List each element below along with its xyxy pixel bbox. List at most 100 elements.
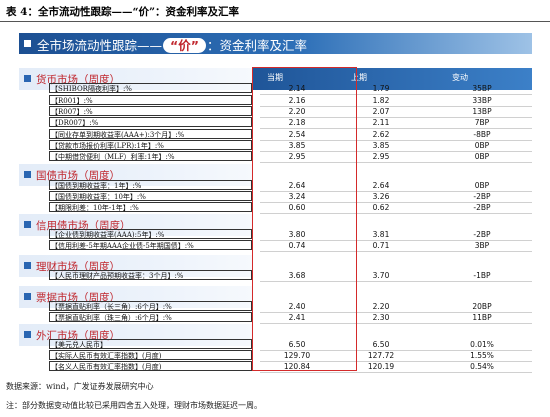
value-previous: 2.20: [372, 302, 390, 311]
value-current: 3.80: [288, 230, 306, 239]
row-divider: [260, 251, 532, 252]
value-previous: 3.70: [372, 271, 390, 280]
value-change: 20BP: [472, 302, 492, 311]
row-label-box: [49, 83, 252, 93]
row-label-box: [49, 270, 252, 280]
row-divider: [260, 162, 532, 163]
row-divider: [260, 94, 532, 95]
row-label: 【信用利差-5年期AAA企业债-5年期国债】:%: [51, 242, 194, 250]
row-label-box: [49, 140, 252, 150]
title-bubble: “价”: [163, 38, 206, 53]
row-divider: [260, 117, 532, 118]
value-change: 7BP: [474, 118, 490, 127]
row-label: 【名义人民币有效汇率指数】(月度): [51, 363, 162, 371]
section-header: [19, 68, 253, 90]
value-current: 120.84: [283, 362, 311, 371]
value-current: 3.68: [288, 271, 306, 280]
value-change: 0BP: [474, 141, 490, 150]
row-label: 【国债到期收益率：1年】:%: [51, 182, 142, 190]
value-previous: 3.26: [372, 192, 390, 201]
row-label-box: [49, 180, 252, 190]
value-change: -8BP: [473, 130, 491, 139]
value-change: 0.01%: [470, 340, 494, 349]
value-current: 0.74: [288, 241, 306, 250]
value-change: 35BP: [472, 84, 492, 93]
section-square-icon: [24, 262, 31, 269]
value-current: 2.95: [288, 152, 306, 161]
section-square-icon: [24, 293, 31, 300]
row-divider: [260, 281, 532, 282]
value-previous: 0.62: [372, 203, 390, 212]
value-change: 0.54%: [470, 362, 494, 371]
row-label-box: [49, 301, 252, 311]
title-square-icon: [24, 40, 31, 47]
row-label-box: [49, 129, 252, 139]
value-current: 3.85: [288, 141, 306, 150]
value-current: 6.50: [288, 340, 306, 349]
value-previous: 2.30: [372, 313, 390, 322]
row-divider: [260, 323, 532, 324]
value-previous: 1.82: [372, 96, 390, 105]
row-label: 【国债到期收益率：10年】:%: [51, 193, 146, 201]
row-divider: [260, 350, 532, 351]
value-previous: 2.64: [372, 181, 390, 190]
row-label: 【企业债到期收益率(AAA):5年】:%: [51, 231, 165, 239]
section-header: [19, 286, 253, 308]
value-current: 129.70: [283, 351, 311, 360]
value-change: 3BP: [474, 241, 490, 250]
value-previous: 127.72: [367, 351, 395, 360]
column-header-change: 变动: [452, 73, 468, 82]
value-change: 13BP: [472, 107, 492, 116]
value-current: 2.18: [288, 118, 306, 127]
column-header-bar: [253, 68, 532, 90]
value-current: 2.64: [288, 181, 306, 190]
row-label: 【票据直贴利率（珠三角）:6个月】:%: [51, 314, 172, 322]
section-header: [19, 214, 253, 236]
row-label: 【DR007】:%: [51, 119, 99, 127]
value-current: 2.41: [288, 313, 306, 322]
row-label: 【中期借贷便利（MLF）利率:1年】:%: [51, 153, 175, 161]
row-label-box: [49, 117, 252, 127]
value-change: 11BP: [472, 313, 492, 322]
row-divider: [260, 372, 532, 373]
row-label: 【期限利差：10年-1年】:%: [51, 204, 139, 212]
value-current: 2.14: [288, 84, 306, 93]
value-previous: 1.79: [372, 84, 390, 93]
footnote: 注：部分数据变动值比较已采用四舍五入处理，理财市场数据延迟一周。: [6, 401, 262, 410]
row-label: 【美元兑人民币】: [51, 341, 107, 349]
row-label-box: [49, 95, 252, 105]
row-label-box: [49, 106, 252, 116]
value-previous: 120.19: [367, 362, 395, 371]
row-label: 【R001】:%: [51, 97, 93, 105]
section-square-icon: [24, 75, 31, 82]
value-current: 2.20: [288, 107, 306, 116]
value-change: 0BP: [474, 152, 490, 161]
value-current: 0.60: [288, 203, 306, 212]
value-previous: 0.71: [372, 241, 390, 250]
title-bar: [19, 33, 532, 54]
row-divider: [260, 361, 532, 362]
caption-divider: [0, 21, 550, 22]
row-label: 【同业存单到期收益率(AAA+):3个月】:%: [51, 131, 185, 139]
row-label: 【实际人民币有效汇率指数】(月度): [51, 352, 162, 360]
value-change: -2BP: [473, 203, 491, 212]
current-period-highlight: [252, 67, 357, 371]
section-square-icon: [24, 171, 31, 178]
row-divider: [260, 213, 532, 214]
section-square-icon: [24, 221, 31, 228]
table-caption: 表 4：全市流动性跟踪——“价”：资金利率及汇率: [6, 6, 240, 18]
row-divider: [260, 128, 532, 129]
value-change: 33BP: [472, 96, 492, 105]
data-source: 数据来源：wind，广发证券发展研究中心: [6, 382, 154, 391]
value-previous: 3.81: [372, 230, 390, 239]
row-label: 【票据直贴利率（长三角）:6个月】:%: [51, 303, 172, 311]
row-divider: [260, 151, 532, 152]
page-title: 全市场流动性跟踪—— “价” ：资金利率及汇率: [37, 35, 307, 54]
title-prefix: 全市场流动性跟踪——: [37, 38, 163, 53]
row-label: 【R007】:%: [51, 108, 93, 116]
value-current: 3.24: [288, 192, 306, 201]
row-divider: [260, 202, 532, 203]
row-label-box: [49, 151, 252, 161]
column-header-current: 当期: [267, 73, 283, 82]
row-divider: [260, 106, 532, 107]
